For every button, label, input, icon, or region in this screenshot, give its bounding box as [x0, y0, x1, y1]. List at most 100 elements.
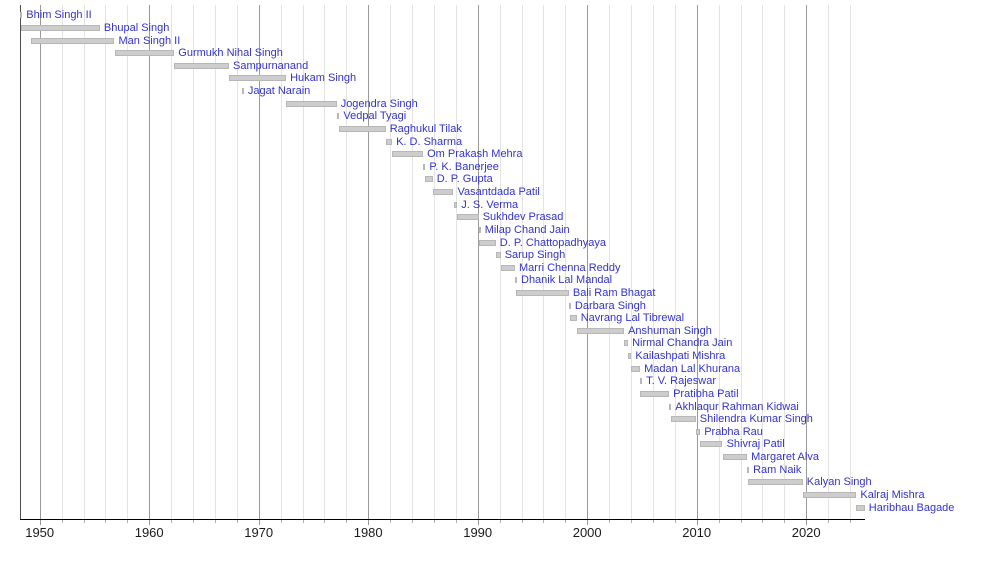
term-bar: [495, 252, 501, 259]
governor-label[interactable]: Pratibha Patil: [673, 387, 739, 400]
governor-label[interactable]: Anshuman Singh: [628, 324, 712, 337]
governor-label[interactable]: P. K. Banerjee: [429, 160, 499, 173]
governor-label[interactable]: Jagat Narain: [247, 85, 311, 97]
axis-year-label: 1970: [244, 525, 274, 540]
governor-label[interactable]: Margaret Alva: [751, 451, 819, 463]
governor-label[interactable]: Sampurnanand: [233, 59, 309, 72]
governor-label[interactable]: Sarup Singh: [504, 249, 566, 262]
term-bar: [569, 315, 577, 322]
axis-year-label: 1990: [463, 525, 493, 540]
axis-tick: [455, 519, 457, 523]
term-bar: [339, 125, 386, 132]
axis-tick: [390, 519, 392, 523]
axis-tick: [587, 519, 589, 525]
governor-label[interactable]: T. V. Rajeswar: [646, 375, 716, 388]
governor-label[interactable]: Jogendra Singh: [340, 97, 418, 110]
governor-label[interactable]: Haribhau Bagade: [868, 501, 955, 514]
governor-label[interactable]: K. D. Sharma: [396, 135, 463, 148]
governor-label[interactable]: Bali Ram Bhagat: [572, 286, 656, 299]
axis-tick: [368, 519, 370, 525]
gridline: [83, 5, 85, 519]
term-bar: [669, 403, 672, 410]
axis-tick: [477, 519, 479, 525]
term-bar: [174, 62, 230, 69]
axis-tick: [521, 519, 523, 523]
term-bar: [229, 75, 286, 82]
governor-label[interactable]: Raghukul Tilak: [389, 122, 462, 135]
axis-year-label: 2000: [572, 525, 602, 540]
axis-year-label: 1960: [134, 525, 164, 540]
governor-label[interactable]: Sukhdev Prasad: [482, 211, 564, 224]
governor-label[interactable]: Darbara Singh: [574, 299, 646, 312]
governor-label[interactable]: Bhupal Singh: [103, 21, 170, 34]
axis-tick: [784, 519, 786, 523]
axis-tick: [762, 519, 764, 523]
gridline-decade: [368, 5, 370, 519]
governor-label[interactable]: Man Singh II: [118, 34, 181, 47]
axis-tick: [696, 519, 698, 525]
governor-label[interactable]: Kalyan Singh: [806, 476, 872, 489]
governor-label[interactable]: Gurmukh Nihal Singh: [178, 47, 283, 60]
term-bar: [568, 302, 571, 309]
term-bar: [802, 491, 857, 498]
governor-label[interactable]: Milap Chand Jain: [484, 223, 570, 236]
governor-label[interactable]: Navrang Lal Tibrewal: [580, 312, 685, 325]
governor-label[interactable]: Nirmal Chandra Jain: [632, 337, 733, 350]
gridline: [214, 5, 216, 519]
governor-label[interactable]: J. S. Verma: [461, 198, 519, 211]
governor-label[interactable]: Kailashpati Mishra: [635, 350, 726, 362]
term-bar: [576, 327, 625, 334]
axis-year-label: 2020: [791, 525, 821, 540]
term-bar: [747, 466, 750, 473]
governor-label[interactable]: Madan Lal Khurana: [644, 362, 741, 375]
gridline: [828, 5, 830, 519]
axis-tick: [302, 519, 304, 523]
governor-label[interactable]: Vasantdada Patil: [457, 186, 540, 198]
gridline: [171, 5, 173, 519]
gridline: [652, 5, 654, 519]
gridline: [499, 5, 501, 519]
governor-label[interactable]: Om Prakash Mehra: [427, 148, 523, 161]
axis-tick: [433, 519, 435, 523]
governor-label[interactable]: Dhanik Lal Mandal: [521, 274, 613, 287]
axis-tick: [149, 519, 151, 525]
axis-tick: [258, 519, 260, 525]
axis-tick: [850, 519, 851, 523]
term-bar: [241, 88, 244, 94]
gridline: [236, 5, 238, 519]
term-bar: [631, 365, 641, 372]
gridline-decade: [149, 5, 151, 519]
governor-label[interactable]: Vedpal Tyagi: [343, 110, 407, 123]
term-bar: [628, 353, 632, 359]
axis-tick: [346, 519, 348, 523]
axis-tick: [565, 519, 567, 523]
gridline-decade: [258, 5, 260, 519]
governor-label[interactable]: D. P. Gupta: [436, 173, 493, 186]
axis-year-label: 2010: [682, 525, 712, 540]
governor-label[interactable]: Ram Naik: [753, 463, 802, 476]
term-bar: [432, 189, 454, 195]
axis-tick: [652, 519, 654, 523]
governor-label[interactable]: D. P. Chattopadhyaya: [499, 236, 606, 249]
gridline: [193, 5, 194, 519]
term-bar: [747, 479, 803, 486]
term-bar: [425, 176, 433, 183]
governor-label[interactable]: Hukam Singh: [290, 72, 357, 85]
governor-label[interactable]: Shilendra Kumar Singh: [699, 413, 813, 426]
axis-tick: [718, 519, 720, 523]
governor-label[interactable]: Prabha Rau: [704, 425, 763, 438]
governor-label[interactable]: Marri Chenna Reddy: [519, 261, 621, 274]
term-bar: [856, 504, 865, 511]
gridline: [631, 5, 632, 519]
governor-label[interactable]: Kalraj Mishra: [860, 488, 925, 501]
axis-tick: [543, 519, 545, 523]
governor-label[interactable]: Bhim Singh II: [26, 9, 92, 22]
axis-tick: [39, 519, 41, 525]
term-bar: [20, 12, 23, 19]
term-bar: [423, 163, 426, 170]
axis-tick: [127, 519, 129, 523]
axis-tick: [236, 519, 238, 523]
governor-label[interactable]: Akhlaqur Rahman Kidwai: [675, 400, 799, 413]
governor-label[interactable]: Shivraj Patil: [726, 438, 785, 451]
gridline: [127, 5, 129, 519]
